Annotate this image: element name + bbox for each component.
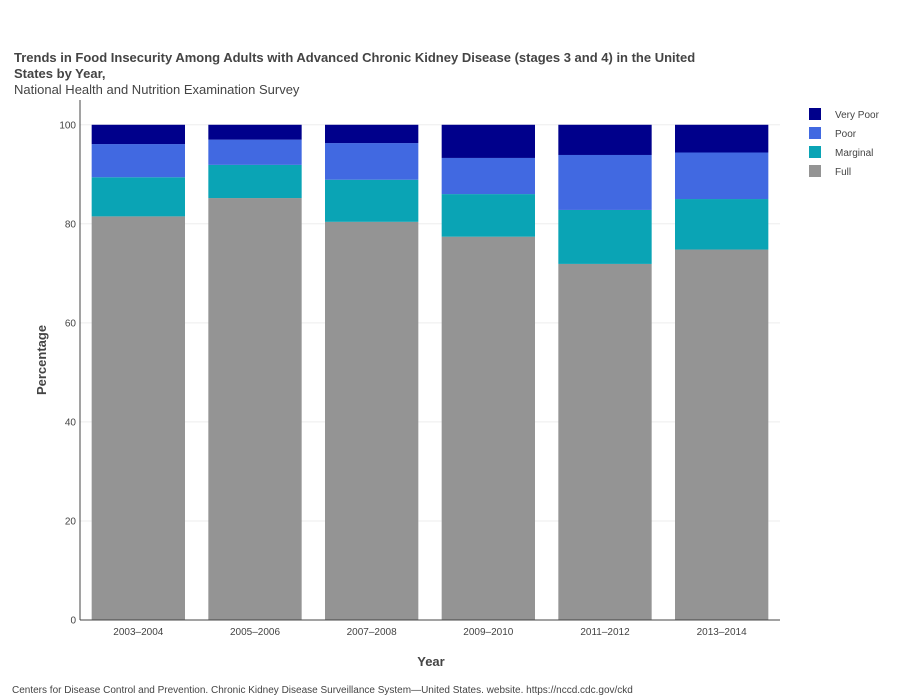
- chart-title: Trends in Food Insecurity Among Adults w…: [14, 50, 696, 81]
- bar-full: [91, 216, 185, 620]
- x-tick-label: 2009–2010: [463, 627, 513, 638]
- y-tick-label: 100: [59, 120, 76, 131]
- bar-very-poor: [441, 124, 535, 158]
- source-note: Centers for Disease Control and Preventi…: [12, 685, 633, 696]
- y-tick-label: 20: [65, 516, 77, 527]
- bar-poor: [325, 143, 419, 180]
- bar-very-poor: [558, 124, 652, 155]
- bar-marginal: [675, 199, 769, 250]
- bar-marginal: [441, 194, 535, 237]
- x-axis-title: Year: [417, 654, 444, 669]
- bar-poor: [91, 144, 185, 178]
- bar-full: [325, 221, 419, 621]
- legend-label-full: Full: [835, 167, 851, 178]
- legend-label-marginal: Marginal: [835, 148, 873, 159]
- chart-title-block: Trends in Food Insecurity Among Adults w…: [14, 50, 734, 98]
- bar-full: [558, 263, 652, 620]
- x-tick-label: 2005–2006: [230, 627, 280, 638]
- bar-poor: [558, 154, 652, 210]
- x-tick-label: 2011–2012: [580, 627, 630, 638]
- legend-swatch-full: [809, 165, 821, 177]
- bar-full: [441, 236, 535, 620]
- x-tick-label: 2003–2004: [113, 627, 163, 638]
- bar-poor: [208, 139, 302, 165]
- bar-very-poor: [208, 124, 302, 140]
- bar-marginal: [558, 209, 652, 264]
- y-tick-label: 80: [65, 219, 77, 230]
- legend-label-poor: Poor: [835, 129, 857, 140]
- y-axis-title: Percentage: [34, 325, 49, 395]
- bar-poor: [441, 157, 535, 195]
- y-tick-label: 0: [70, 616, 76, 627]
- legend-label-very-poor: Very Poor: [835, 110, 880, 121]
- bar-marginal: [91, 177, 185, 217]
- y-tick-label: 40: [65, 417, 77, 428]
- legend-swatch-marginal: [809, 146, 821, 158]
- bar-full: [208, 198, 302, 621]
- chart-subtitle: National Health and Nutrition Examinatio…: [14, 82, 300, 97]
- bar-very-poor: [91, 124, 185, 145]
- bar-marginal: [325, 179, 419, 222]
- x-tick-label: 2007–2008: [347, 627, 397, 638]
- bar-very-poor: [675, 124, 769, 153]
- y-tick-label: 60: [65, 318, 77, 329]
- bar-full: [675, 249, 769, 621]
- x-tick-label: 2013–2014: [697, 627, 747, 638]
- legend-swatch-poor: [809, 127, 821, 139]
- bar-marginal: [208, 164, 302, 199]
- legend-swatch-very-poor: [809, 108, 821, 120]
- bar-poor: [675, 152, 769, 200]
- bar-very-poor: [325, 124, 419, 144]
